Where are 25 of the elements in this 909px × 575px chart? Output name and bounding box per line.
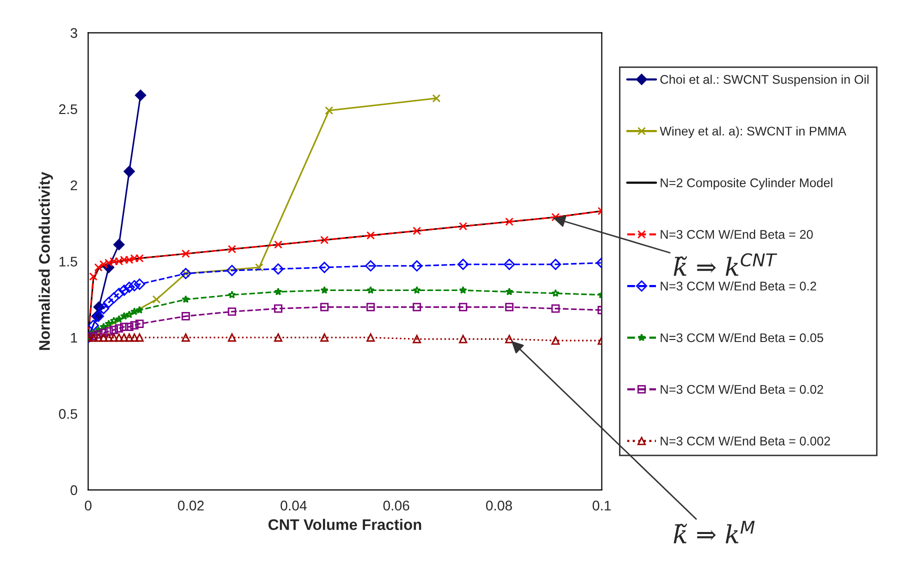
x-tick-label: 0.04	[280, 500, 307, 511]
annotation: k̃ ⇒ k$^{M}$	[674, 520, 755, 544]
x-tick-label: 0.08	[486, 500, 512, 511]
legend-label: N=3 CCM W/End Beta = 0.2	[660, 281, 816, 291]
y-tick-label: 0.5	[58, 409, 78, 419]
legend-label: Winey et al. a): SWCNT in PMMA	[660, 126, 846, 138]
legend-label: N=2 Composite Cylinder Model	[660, 178, 832, 190]
y-tick-label: 3	[70, 28, 78, 38]
x-tick-label: 0.06	[383, 500, 410, 511]
legend-label: N=3 CCM W/End Beta = 0.02	[660, 384, 824, 394]
x-tick-label: 0	[84, 500, 92, 511]
x-tick-label: 0.1	[592, 500, 611, 511]
y-axis-title: Normalized Conductivity	[38, 172, 53, 350]
y-tick-label: 0	[70, 485, 78, 496]
legend-label: N=3 CCM W/End Beta = 0.05	[660, 332, 824, 342]
legend-label: N=3 CCM W/End Beta = 20	[660, 230, 813, 239]
y-tick-label: 1	[71, 333, 78, 343]
legend-label: N=3 CCM W/End Beta = 0.002	[660, 436, 830, 446]
x-axis-title: CNT Volume Fraction	[268, 518, 422, 530]
legend-label: Choi et al.: SWCNT Suspension in Oil	[660, 74, 868, 86]
annotation: k̃ ⇒ k$^{CNT}$	[674, 253, 778, 276]
y-tick-label: 2.5	[59, 104, 78, 114]
y-tick-label: 2	[70, 180, 78, 190]
x-tick-label: 0.02	[178, 500, 204, 511]
y-tick-label: 1.5	[60, 256, 78, 267]
